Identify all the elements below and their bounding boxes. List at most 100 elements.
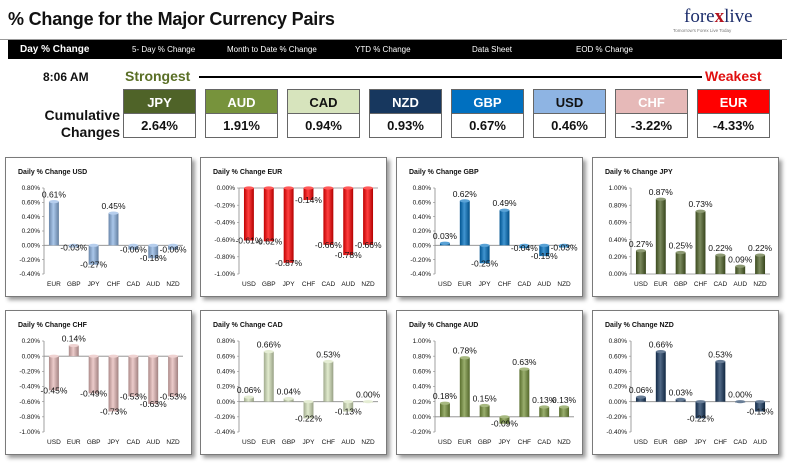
data-label: 0.13% bbox=[532, 395, 557, 405]
bar-cap bbox=[243, 395, 254, 399]
bar bbox=[168, 245, 179, 250]
bar bbox=[148, 356, 159, 404]
category-label: AUD bbox=[733, 281, 747, 288]
data-label: -0.06% bbox=[120, 245, 147, 255]
data-label: 0.09% bbox=[728, 254, 753, 264]
cumulative-changes-label: Cumulative Changes bbox=[44, 107, 120, 140]
data-label: -0.63% bbox=[140, 399, 167, 409]
y-tick-label: 0.60% bbox=[217, 353, 236, 360]
nav-day-change[interactable]: Day % Change bbox=[20, 44, 90, 55]
category-label: NZD bbox=[361, 439, 375, 446]
nav-eod-change[interactable]: EOD % Change bbox=[576, 45, 633, 54]
data-label: -0.66% bbox=[315, 240, 342, 250]
chart-panel-aud: Daily % Change AUD 1.00% 0.80% 0.60% 0.40% 0.… bbox=[396, 310, 583, 455]
category-label: JPY bbox=[303, 439, 316, 446]
y-tick-label: 0.80% bbox=[22, 185, 41, 192]
category-label: JPY bbox=[283, 281, 296, 288]
bar bbox=[68, 345, 79, 357]
bar-cap bbox=[128, 354, 139, 358]
bar-cap bbox=[559, 405, 570, 409]
bar-cap bbox=[108, 211, 119, 215]
category-label: CHF bbox=[322, 439, 335, 446]
bar-cap bbox=[675, 397, 686, 401]
data-label: -0.25% bbox=[471, 258, 498, 268]
tile-currency: CHF bbox=[615, 89, 688, 114]
tile-value: 0.46% bbox=[533, 114, 606, 138]
category-label: GBP bbox=[674, 439, 688, 446]
bar-cap bbox=[459, 356, 470, 360]
nav-data-sheet[interactable]: Data Sheet bbox=[472, 45, 513, 54]
data-label: 0.15% bbox=[473, 393, 498, 403]
nav-month-to-date-change[interactable]: Month to Date % Change bbox=[227, 45, 317, 54]
y-tick-label: -0.80% bbox=[214, 254, 235, 261]
category-label: EUR bbox=[67, 439, 81, 446]
bar bbox=[655, 351, 666, 402]
bar-cap bbox=[755, 253, 766, 257]
bar-cap bbox=[479, 403, 490, 408]
y-tick-label: -0.60% bbox=[214, 237, 235, 244]
bar-cap bbox=[303, 400, 314, 404]
bar-cap bbox=[168, 354, 179, 358]
category-label: NZD bbox=[557, 439, 571, 446]
y-tick-label: 0.80% bbox=[413, 185, 432, 192]
chart-panel-cad: Daily % Change CAD 0.80% 0.60% 0.40% 0.20% 0.… bbox=[200, 310, 387, 455]
y-tick-label: -0.20% bbox=[410, 257, 431, 264]
bar-cap bbox=[68, 343, 79, 348]
data-label: -0.73% bbox=[100, 407, 127, 417]
bar bbox=[715, 361, 726, 402]
data-label: -0.66% bbox=[355, 240, 382, 250]
chart-gbp: Daily % Change GBP0.80%0.60%0.40%0.20%0.… bbox=[409, 169, 578, 288]
chart-chf: Daily % Change CHF 0.20% 0.00% -0.20% -0.40%… bbox=[18, 322, 187, 446]
category-label: GBP bbox=[674, 281, 688, 288]
data-label: -0.18% bbox=[140, 253, 167, 263]
bar-cap bbox=[735, 264, 746, 268]
chart-nzd: Daily % Change NZD0.80%0.60%0.40%0.20%0.… bbox=[605, 322, 774, 446]
nav-5-day-change[interactable]: 5- Day % Change bbox=[132, 45, 196, 54]
data-label: 0.06% bbox=[629, 385, 654, 395]
bar-cap bbox=[108, 354, 119, 358]
logo-tagline: Tomorrow's Forex Live Today bbox=[673, 28, 732, 33]
bar bbox=[539, 406, 550, 417]
tile-value: -4.33% bbox=[697, 114, 770, 138]
data-label: 0.73% bbox=[688, 199, 713, 209]
bar-cap bbox=[519, 367, 530, 371]
bar bbox=[459, 357, 470, 417]
data-label: -0.27% bbox=[80, 260, 107, 270]
tile-currency: AUD bbox=[205, 89, 278, 114]
category-label: USD bbox=[438, 439, 452, 446]
y-tick-label: 1.00% bbox=[609, 185, 628, 192]
bar-cap bbox=[715, 253, 726, 257]
category-label: AUD bbox=[146, 281, 160, 288]
y-tick-label: 0.40% bbox=[609, 369, 628, 376]
y-tick-label: -0.80% bbox=[19, 414, 40, 421]
category-label: CHF bbox=[518, 439, 531, 446]
data-label: 0.63% bbox=[512, 357, 537, 367]
bar-cap bbox=[88, 243, 99, 247]
bar bbox=[439, 403, 450, 417]
logo-text: forexlive bbox=[684, 6, 753, 27]
data-label: -0.06% bbox=[160, 245, 187, 255]
chart-jpy: Daily % Change JPY1.00%0.80%0.60%0.40%0.… bbox=[605, 169, 773, 288]
bar-cap bbox=[263, 350, 274, 354]
bar-cap bbox=[243, 186, 254, 190]
data-label: -0.87% bbox=[275, 258, 302, 268]
nav-ytd-change[interactable]: YTD % Change bbox=[355, 45, 411, 54]
y-tick-label: 0.60% bbox=[413, 369, 432, 376]
bar-cap bbox=[559, 243, 570, 247]
category-label: CHF bbox=[714, 439, 727, 446]
bar-cap bbox=[499, 415, 510, 419]
tile-value: 0.67% bbox=[451, 114, 524, 138]
bar bbox=[88, 356, 99, 394]
y-tick-label: -0.20% bbox=[214, 202, 235, 209]
forexlive-logo[interactable]: forexlive Tomorrow's Forex Live Today bbox=[667, 6, 779, 36]
bar bbox=[243, 188, 254, 241]
y-tick-label: 0.20% bbox=[22, 338, 41, 345]
data-label: 0.22% bbox=[708, 243, 733, 253]
y-tick-label: -0.20% bbox=[410, 429, 431, 436]
bar bbox=[695, 401, 706, 419]
y-tick-label: -1.00% bbox=[214, 271, 235, 278]
category-label: NZD bbox=[166, 439, 180, 446]
y-tick-label: 0.20% bbox=[609, 384, 628, 391]
y-tick-label: 1.00% bbox=[413, 338, 432, 345]
data-label: -0.15% bbox=[531, 251, 558, 261]
